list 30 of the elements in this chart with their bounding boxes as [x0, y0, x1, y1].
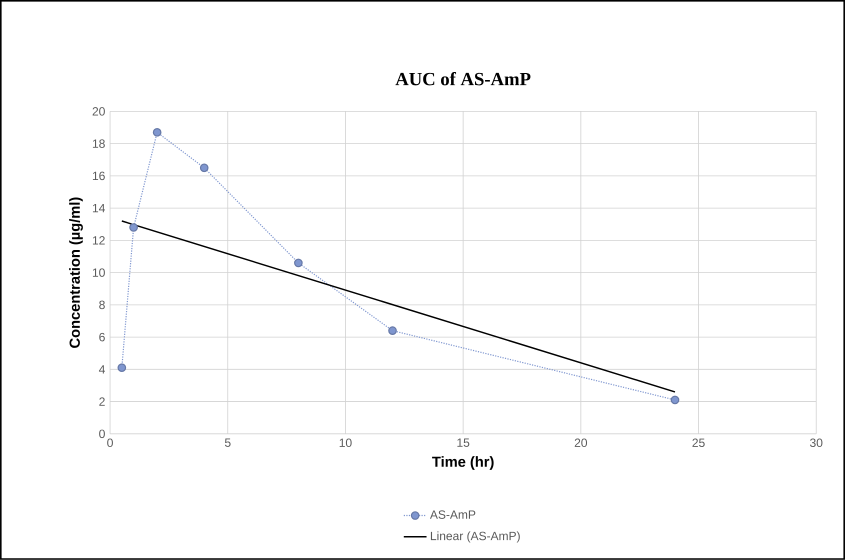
- x-tick-label: 20: [574, 438, 588, 448]
- point: [388, 326, 397, 336]
- x-tick-label: 25: [692, 438, 705, 448]
- point: [200, 164, 209, 172]
- x-tick-label: 5: [224, 438, 231, 447]
- x-tick-label: 10: [340, 438, 352, 448]
- y-tick-label: 14: [92, 204, 105, 212]
- y-tick-label: 12: [92, 236, 105, 245]
- x-tick-label: 15: [457, 438, 470, 447]
- point: [670, 396, 680, 404]
- y-tick-label: 18: [92, 139, 105, 148]
- x-axis-title: Time (hr): [432, 456, 494, 470]
- y-tick-label: 8: [99, 300, 105, 310]
- y-tick-label: 4: [98, 365, 105, 374]
- y-tick-label: 10: [92, 268, 105, 277]
- x-tick-label: 30: [810, 438, 822, 448]
- point: [118, 363, 126, 372]
- point: [294, 258, 303, 268]
- y-tick-label: 2: [99, 397, 105, 406]
- x-tick-label: 0: [107, 438, 113, 448]
- y-tick-label: 16: [92, 172, 105, 180]
- legend-label: AS-AmP: [430, 510, 476, 519]
- y-axis-title: Concentration (µg/ml): [69, 198, 83, 348]
- point: [152, 128, 162, 137]
- legend-label: Linear (AS-AmP): [430, 531, 520, 543]
- chart-title: AUC of AS-AmP: [395, 72, 530, 86]
- point: [129, 223, 138, 232]
- y-tick-label: 6: [99, 332, 105, 342]
- y-tick-label: 20: [92, 107, 105, 116]
- y-tick-label: 0: [99, 430, 105, 438]
